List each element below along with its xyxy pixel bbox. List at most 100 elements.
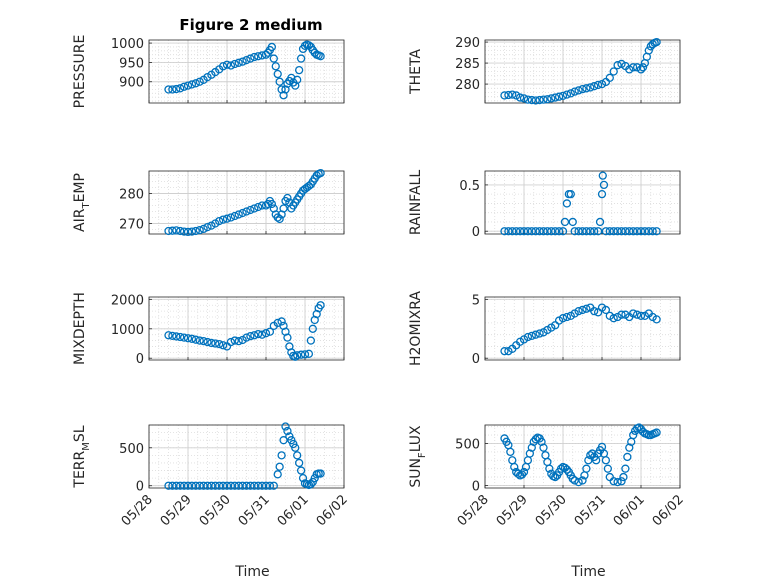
data-point [609, 227, 618, 236]
data-point [609, 67, 618, 76]
data-point [582, 304, 591, 313]
data-point [556, 464, 566, 473]
data-point [269, 481, 278, 490]
y-tick-label: 0 [472, 479, 480, 494]
data-point [183, 227, 193, 237]
data-point [554, 92, 564, 101]
data-point [523, 227, 533, 236]
subplot-3: 270 280 AIRTEMP [72, 168, 345, 237]
data-point [603, 464, 612, 473]
data-point [215, 216, 224, 226]
data-point [279, 436, 288, 445]
y-axis-label-main: AIR [72, 208, 88, 232]
data-point [230, 211, 239, 221]
data-point [261, 329, 271, 338]
data-point [636, 311, 646, 320]
y-axis-label-main: MIXDEPTH [72, 292, 88, 365]
data-point [574, 477, 583, 487]
data-point [632, 227, 642, 236]
data-point [275, 462, 284, 471]
data-points [164, 301, 325, 361]
data-point [294, 65, 304, 75]
data-point [568, 217, 577, 227]
figure-title: Figure 2 medium [179, 16, 322, 34]
data-point [230, 336, 239, 345]
data-point [172, 84, 181, 94]
x-axis-label: Time [234, 564, 269, 580]
y-tick-label: 280 [119, 188, 144, 203]
data-point [218, 341, 228, 350]
y-axis-label: TERRMSL [72, 425, 92, 488]
data-point [273, 69, 282, 79]
data-point [257, 201, 267, 210]
data-point [222, 214, 232, 223]
data-point [599, 180, 609, 190]
y-axis-label-subscript: M [81, 442, 92, 451]
data-point [277, 85, 286, 94]
data-point [644, 227, 653, 236]
y-axis-label-rest: EMP [72, 173, 88, 202]
y-axis-label-main: SUN [408, 458, 424, 488]
data-point [527, 331, 536, 341]
data-point [242, 481, 251, 490]
data-point [547, 94, 556, 103]
data-point [543, 95, 552, 104]
data-point [306, 480, 316, 489]
data-point [535, 95, 544, 105]
y-axis-label-subscript: T [81, 202, 92, 210]
data-point [179, 227, 189, 236]
data-point [582, 464, 591, 473]
y-axis-label-rest: SL [72, 425, 88, 442]
data-point [293, 451, 302, 460]
data-point [582, 84, 591, 93]
data-point [293, 351, 302, 360]
data-point [632, 310, 642, 319]
data-point [623, 452, 632, 462]
data-point [172, 481, 181, 490]
data-point [601, 227, 611, 236]
data-points [500, 303, 661, 356]
data-point [605, 227, 614, 236]
data-point [250, 331, 259, 340]
data-point [246, 481, 255, 490]
data-point [590, 82, 599, 91]
data-point [296, 350, 306, 359]
y-axis-label: MIXDEPTH [72, 292, 88, 365]
subplot-6: 0 5 H2OMIXRA [408, 291, 681, 367]
data-points [164, 168, 325, 237]
data-point [191, 335, 200, 344]
y-axis-label: THETA [408, 49, 424, 95]
data-point [226, 61, 236, 70]
data-point [570, 227, 579, 236]
data-point [574, 86, 583, 95]
data-point [203, 222, 212, 232]
data-point [500, 227, 509, 236]
data-point [531, 227, 540, 236]
data-point [506, 447, 515, 457]
data-point [215, 339, 224, 349]
data-point [265, 327, 275, 336]
data-point [636, 227, 646, 236]
data-point [281, 422, 290, 431]
data-point [316, 52, 325, 61]
data-point [582, 227, 591, 236]
data-point [257, 330, 267, 339]
data-point [294, 458, 304, 468]
data-point [539, 227, 548, 236]
data-point [199, 481, 208, 490]
data-point [164, 481, 173, 490]
data-point [578, 227, 587, 236]
y-axis-label: SUNFLUX [408, 425, 428, 488]
data-point [179, 333, 189, 342]
data-points [500, 171, 661, 236]
data-point [560, 217, 570, 227]
data-point [246, 54, 255, 63]
data-point [570, 476, 579, 485]
data-point [207, 338, 216, 348]
y-axis-label-main: H2OMIXRA [408, 291, 424, 366]
data-point [514, 469, 523, 478]
y-axis-label-main: RAINFALL [408, 170, 424, 235]
y-axis-label-subscript: F [417, 452, 428, 458]
data-point [261, 481, 271, 490]
data-point [226, 213, 236, 222]
